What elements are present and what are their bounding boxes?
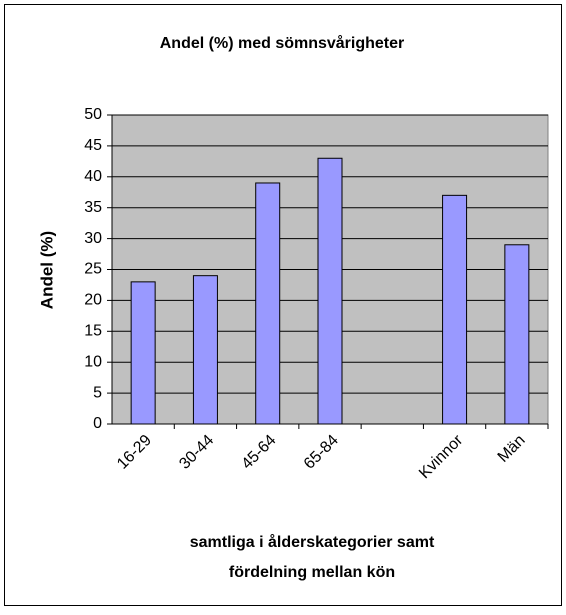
bar [442, 194, 468, 425]
y-tick-label: 35 [84, 199, 102, 216]
y-tick-label: 10 [84, 353, 102, 370]
y-tick-label: 25 [84, 261, 102, 278]
y-tick-label: 50 [84, 106, 102, 123]
bar [192, 275, 218, 425]
y-tick-label: 5 [93, 384, 102, 401]
bar [130, 281, 156, 425]
y-tick-label: 20 [84, 292, 102, 309]
bar [504, 244, 530, 425]
bar [317, 157, 343, 425]
y-tick-label: 45 [84, 137, 102, 154]
bar [255, 182, 281, 425]
y-tick-label: 30 [84, 230, 102, 247]
y-tick-label: 0 [93, 415, 102, 432]
x-axis-label: fördelning mellan kön [229, 564, 395, 581]
x-axis-label: samtliga i ålderskategorier samt [190, 533, 435, 551]
y-axis-label: Andel (%) [37, 231, 56, 309]
y-tick-label: 40 [84, 168, 102, 185]
y-tick-label: 15 [84, 323, 102, 340]
chart-title: Andel (%) med sömnsvårigheter [160, 34, 405, 52]
